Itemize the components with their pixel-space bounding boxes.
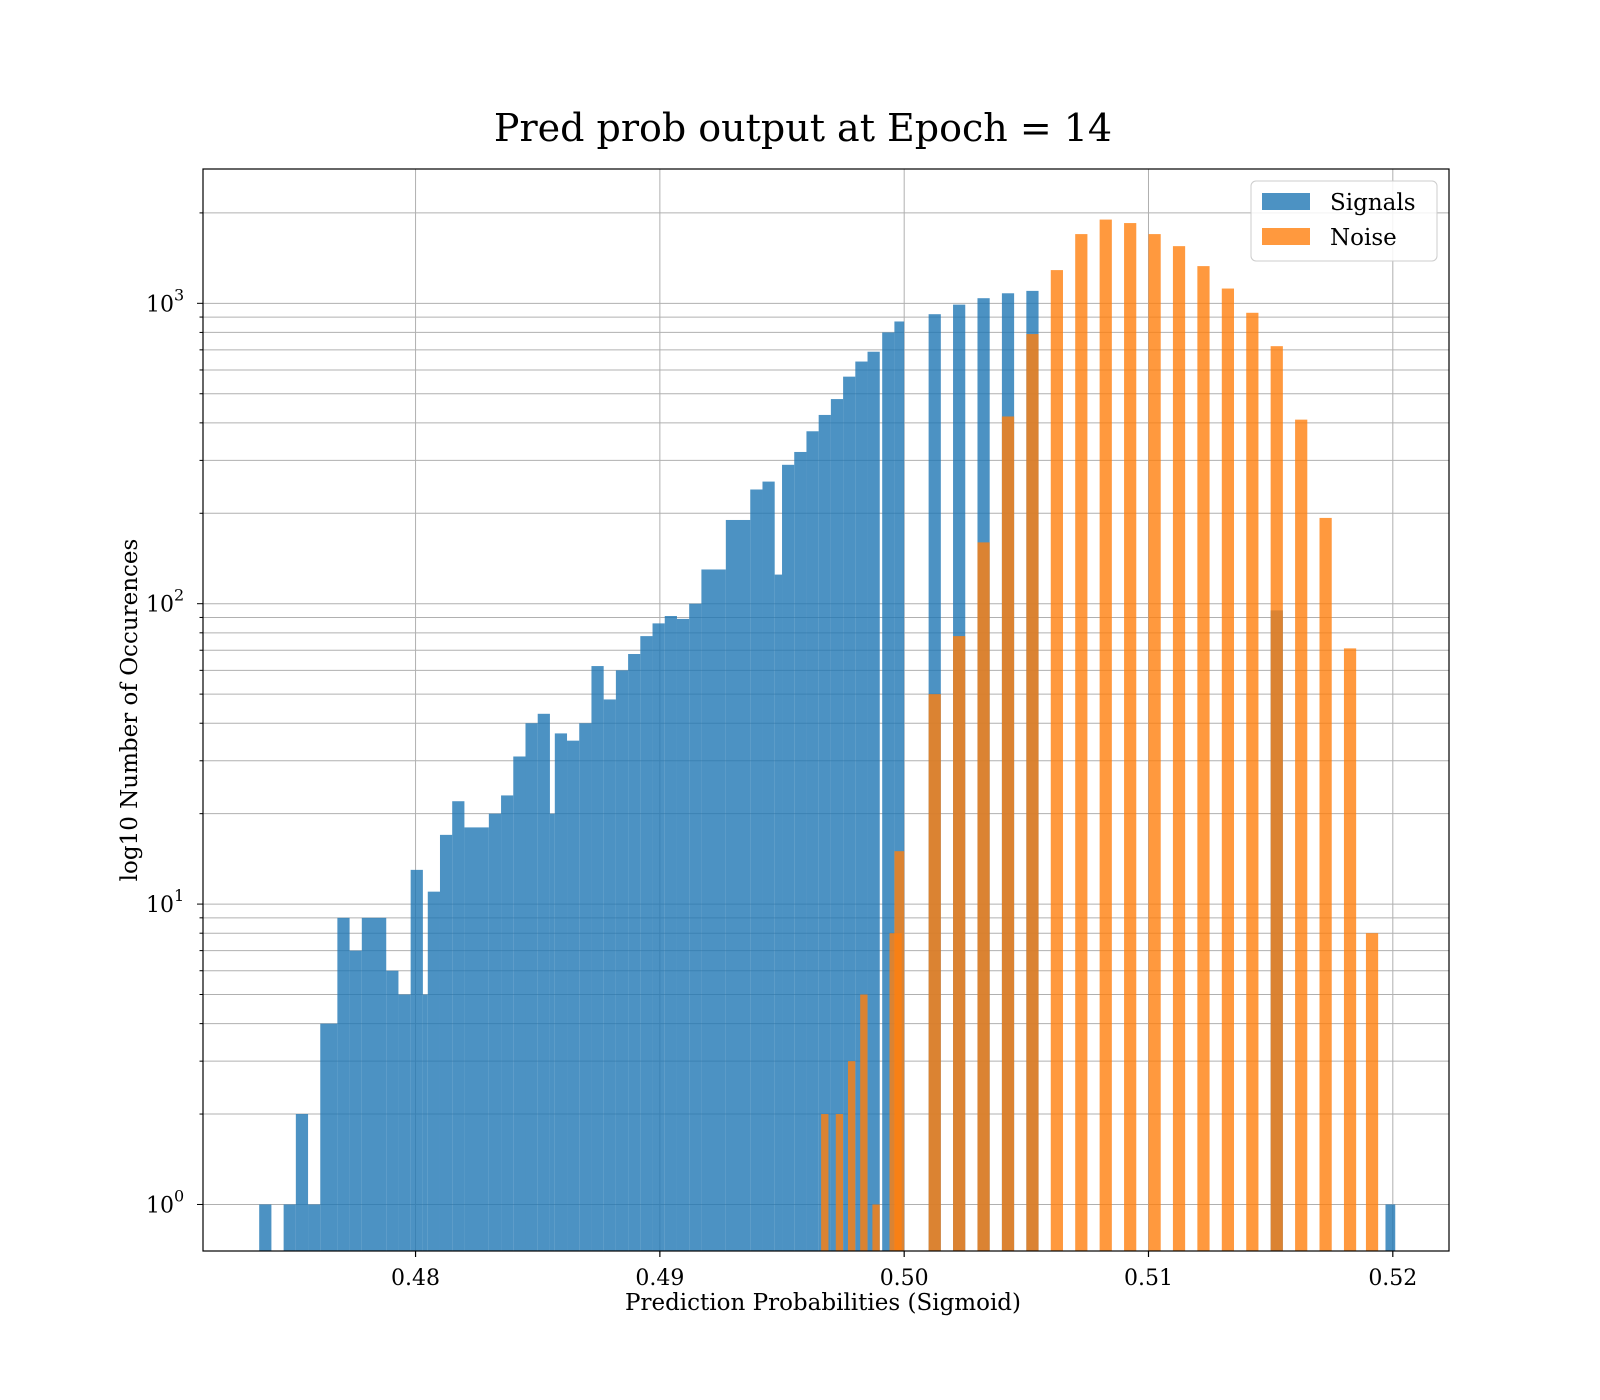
y-tick-label: 102 bbox=[146, 586, 184, 618]
y-tick-label: 100 bbox=[146, 1186, 184, 1218]
legend-label-noise: Noise bbox=[1330, 225, 1397, 251]
signals-bar bbox=[422, 994, 428, 1251]
signals-bar bbox=[283, 1204, 296, 1251]
y-axis-label: log10 Number of Occurences bbox=[117, 539, 143, 882]
noise-bar bbox=[1270, 346, 1283, 1251]
noise-series bbox=[821, 219, 1379, 1252]
legend-swatch-signals bbox=[1262, 193, 1310, 210]
signals-bar bbox=[501, 795, 514, 1251]
signals-bar bbox=[320, 1023, 338, 1251]
signals-bar bbox=[806, 431, 819, 1251]
signals-bar bbox=[427, 891, 440, 1251]
signals-bar bbox=[591, 666, 604, 1251]
x-axis-label: Prediction Probabilities (Sigmoid) bbox=[625, 1290, 1021, 1316]
signals-bar bbox=[259, 1204, 272, 1251]
signals-bar bbox=[750, 489, 763, 1251]
noise-bar bbox=[860, 994, 868, 1251]
signals-bar bbox=[464, 827, 489, 1251]
legend-swatch-noise bbox=[1262, 228, 1310, 245]
legend: Signals Noise bbox=[1250, 180, 1438, 262]
noise-bar bbox=[1001, 416, 1015, 1251]
noise-bar bbox=[1221, 288, 1235, 1251]
signals-bar bbox=[652, 623, 665, 1251]
signals-bar bbox=[818, 414, 831, 1252]
noise-bar bbox=[1343, 648, 1357, 1251]
signals-bar bbox=[782, 464, 795, 1251]
y-tick-label: 103 bbox=[146, 285, 184, 317]
signals-bar bbox=[295, 1114, 309, 1251]
signals-bar bbox=[488, 813, 502, 1251]
signals-bar bbox=[762, 481, 775, 1251]
signals-bar bbox=[628, 654, 641, 1251]
signals-bar bbox=[615, 670, 629, 1251]
x-tick-label: 0.52 bbox=[1368, 1266, 1417, 1291]
noise-bar bbox=[1197, 266, 1210, 1251]
noise-bar bbox=[1319, 517, 1332, 1251]
signals-bar bbox=[452, 801, 465, 1251]
noise-bar bbox=[1246, 312, 1259, 1252]
noise-bar bbox=[1148, 234, 1161, 1251]
signals-bar bbox=[640, 636, 653, 1251]
signals-bar bbox=[549, 813, 555, 1251]
signals-bar bbox=[843, 376, 856, 1252]
signals-bar bbox=[439, 834, 453, 1251]
noise-bar bbox=[977, 542, 990, 1251]
signals-bar bbox=[337, 917, 350, 1251]
signals-bar bbox=[513, 756, 526, 1251]
signals-bar bbox=[349, 950, 362, 1251]
signals-bar bbox=[386, 970, 399, 1251]
signals-bar bbox=[554, 733, 568, 1251]
noise-bar bbox=[1050, 270, 1063, 1252]
noise-bar bbox=[1295, 419, 1308, 1251]
signals-bar bbox=[867, 351, 880, 1251]
x-tick-label: 0.49 bbox=[635, 1266, 684, 1291]
noise-bar bbox=[928, 694, 941, 1251]
signals-bar bbox=[664, 616, 677, 1251]
noise-bar bbox=[894, 851, 905, 1251]
signals-bar bbox=[1385, 1204, 1396, 1251]
signals-bar bbox=[567, 740, 580, 1251]
x-tick-label: 0.50 bbox=[880, 1266, 929, 1291]
noise-bar bbox=[1026, 334, 1039, 1251]
noise-bar bbox=[1099, 219, 1112, 1251]
noise-bar bbox=[1365, 933, 1379, 1251]
signals-bar bbox=[603, 699, 616, 1251]
noise-bar bbox=[821, 1114, 829, 1251]
noise-bar bbox=[1075, 234, 1088, 1251]
signals-bar bbox=[774, 574, 783, 1251]
noise-bar bbox=[847, 1061, 856, 1251]
plot-frame bbox=[202, 168, 1450, 1252]
signals-bar bbox=[701, 569, 726, 1251]
y-axis-ticks: 100 101 102 103 bbox=[146, 212, 203, 1218]
y-tick-label: 101 bbox=[146, 886, 184, 918]
x-axis-ticks: 0.48 0.49 0.50 0.51 0.52 bbox=[391, 1251, 1417, 1291]
signals-bar bbox=[894, 321, 905, 1251]
noise-bar bbox=[1172, 246, 1186, 1252]
noise-bar bbox=[1124, 223, 1137, 1251]
signals-bar bbox=[410, 869, 423, 1251]
chart-title: Pred prob output at Epoch = 14 bbox=[494, 106, 1112, 150]
noise-bar bbox=[835, 1114, 844, 1251]
signals-bar bbox=[830, 399, 844, 1251]
signals-bar bbox=[361, 917, 387, 1251]
noise-bar bbox=[872, 1204, 880, 1251]
signals-bar bbox=[525, 723, 538, 1251]
x-tick-label: 0.51 bbox=[1124, 1266, 1173, 1291]
signals-bar bbox=[676, 618, 690, 1251]
x-tick-label: 0.48 bbox=[391, 1266, 440, 1291]
signals-bar bbox=[579, 723, 592, 1251]
signals-bar bbox=[398, 994, 411, 1251]
signals-bar bbox=[725, 519, 751, 1251]
signals-bar bbox=[794, 451, 807, 1251]
noise-bar bbox=[953, 636, 966, 1251]
signals-bar bbox=[308, 1204, 321, 1251]
signals-bar bbox=[537, 713, 550, 1251]
signals-bar bbox=[689, 603, 702, 1251]
legend-label-signals: Signals bbox=[1330, 190, 1416, 216]
